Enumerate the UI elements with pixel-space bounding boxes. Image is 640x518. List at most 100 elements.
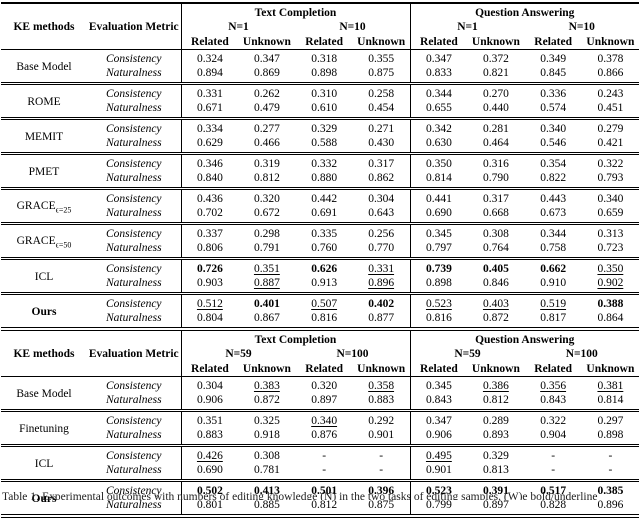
table-row: Naturalness 0.690 0.781 - - 0.901 0.813 - - [1, 463, 639, 481]
value-cell: 0.355 [368, 53, 395, 65]
table-row: PMET Consistency 0.346 0.319 0.332 0.317 0.350… [1, 152, 639, 189]
value-cell: 0.840 [180, 171, 239, 189]
value-cell: 0.308 [238, 444, 296, 463]
value-cell: 0.401 [238, 292, 296, 311]
value-cell: 0.391 [467, 479, 525, 498]
table-row: Naturalness 0.903 0.887 0.913 0.896 0.898 0.84… [1, 276, 639, 294]
value-cell: 0.918 [253, 429, 280, 441]
value-cell: 0.659 [597, 207, 624, 219]
n-header: N=10 [339, 21, 366, 33]
value-cell: 0.304 [352, 187, 410, 206]
n-header: N=59 [180, 347, 296, 361]
value-cell: 0.883 [368, 394, 395, 406]
value-cell: 0.862 [368, 172, 395, 184]
value-cell: 0.403 [467, 292, 525, 311]
value-cell: 0.421 [597, 137, 624, 149]
leaf-header: Related [534, 35, 572, 48]
value-cell: 0.816 [311, 312, 338, 324]
value-cell: 0.262 [238, 82, 296, 101]
evaluation-metric-label: Consistency [87, 82, 181, 101]
value-cell: 0.797 [409, 241, 468, 259]
evaluation-metric-label: Naturalness [105, 429, 162, 441]
n-header: N=1 [180, 20, 296, 34]
ke-method-label: Ours [1, 292, 87, 329]
value-cell: 0.875 [368, 67, 395, 79]
value-cell: 0.340 [295, 409, 353, 428]
value-cell: 0.817 [540, 312, 567, 324]
value-cell: 0.898 [311, 67, 338, 79]
leaf-header: Related [180, 34, 239, 50]
value-cell: 0.574 [540, 102, 567, 114]
value-cell: 0.814 [597, 394, 624, 406]
value-cell: 0.466 [253, 137, 280, 149]
value-cell: 0.872 [482, 312, 509, 324]
value-cell: 0.812 [311, 499, 338, 511]
table-row: GRACEϵ=50 Consistency 0.337 0.298 0.335 0.256… [1, 222, 639, 259]
value-cell: 0.770 [368, 242, 395, 254]
value-cell: 0.440 [482, 102, 509, 114]
value-cell: 0.501 [295, 479, 353, 498]
value-cell: 0.723 [597, 242, 624, 254]
value-cell: 0.655 [409, 101, 468, 119]
group-header-question-answering: Question Answering [409, 331, 639, 347]
evaluation-metric-label: Naturalness [105, 464, 162, 476]
table-row: Naturalness 0.840 0.812 0.880 0.862 0.814 0.79… [1, 171, 639, 189]
value-cell: - [608, 464, 613, 476]
value-cell: 0.317 [467, 187, 525, 206]
value-cell: 0.673 [540, 207, 567, 219]
value-cell: 0.292 [352, 409, 410, 428]
value-cell: 0.822 [540, 172, 567, 184]
value-cell: 0.816 [409, 311, 468, 329]
leaf-header: Related [534, 362, 572, 375]
value-cell: 0.893 [482, 429, 509, 441]
value-cell: 0.791 [253, 242, 280, 254]
value-cell: 0.342 [409, 117, 468, 136]
ke-method-label: PMET [1, 152, 87, 189]
leaf-header: Unknown [242, 362, 291, 375]
value-cell: 0.864 [597, 312, 624, 324]
evaluation-metric-label: Naturalness [105, 67, 162, 79]
leaf-header: Related [305, 362, 343, 375]
col-header-ke-methods: KE methods [13, 21, 75, 33]
evaluation-metric-label: Naturalness [105, 312, 162, 324]
value-cell: 0.324 [180, 49, 239, 66]
evaluation-metric-label: Naturalness [105, 172, 162, 184]
value-cell: 0.270 [467, 82, 525, 101]
value-cell: 0.799 [409, 498, 468, 516]
value-cell: 0.381 [597, 380, 624, 392]
value-cell: 0.898 [409, 276, 468, 294]
value-cell: 0.906 [180, 393, 239, 411]
value-cell: 0.875 [368, 499, 395, 511]
value-cell: 0.821 [482, 67, 509, 79]
value-cell: 0.828 [540, 499, 567, 511]
value-cell: 0.913 [311, 277, 338, 289]
value-cell: 0.877 [368, 312, 395, 324]
value-cell: 0.906 [409, 428, 468, 446]
value-cell: 0.801 [180, 498, 239, 516]
value-cell: 0.702 [180, 206, 239, 224]
value-cell: 0.454 [368, 102, 395, 114]
value-cell: 0.523 [409, 292, 468, 311]
value-cell: 0.335 [295, 222, 353, 241]
value-cell: 0.885 [253, 499, 280, 511]
value-cell: 0.897 [311, 394, 338, 406]
value-cell: 0.329 [467, 444, 525, 463]
value-cell: 0.441 [409, 187, 468, 206]
value-cell: 0.758 [540, 242, 567, 254]
value-cell: 0.289 [467, 409, 525, 428]
leaf-header: Unknown [242, 35, 291, 48]
table-row: Base Model Consistency 0.304 0.383 0.320 0.35… [1, 376, 639, 400]
value-cell: 0.383 [253, 380, 280, 392]
value-cell: - [379, 464, 384, 476]
results-table-large-n: KE methods Evaluation Metric Text Comple… [1, 331, 639, 518]
evaluation-metric-label: Consistency [87, 187, 181, 206]
leaf-header: Unknown [471, 35, 520, 48]
evaluation-metric-label: Consistency [87, 117, 181, 136]
n-header: N=59 [409, 347, 525, 361]
value-cell: 0.319 [238, 152, 296, 171]
value-cell: 0.668 [482, 207, 509, 219]
leaf-header: Unknown [471, 362, 520, 375]
value-cell: 0.336 [524, 82, 582, 101]
table-row: Naturalness 0.801 0.885 0.812 0.875 0.799 0.89… [1, 498, 639, 516]
leaf-header: Related [180, 361, 239, 377]
